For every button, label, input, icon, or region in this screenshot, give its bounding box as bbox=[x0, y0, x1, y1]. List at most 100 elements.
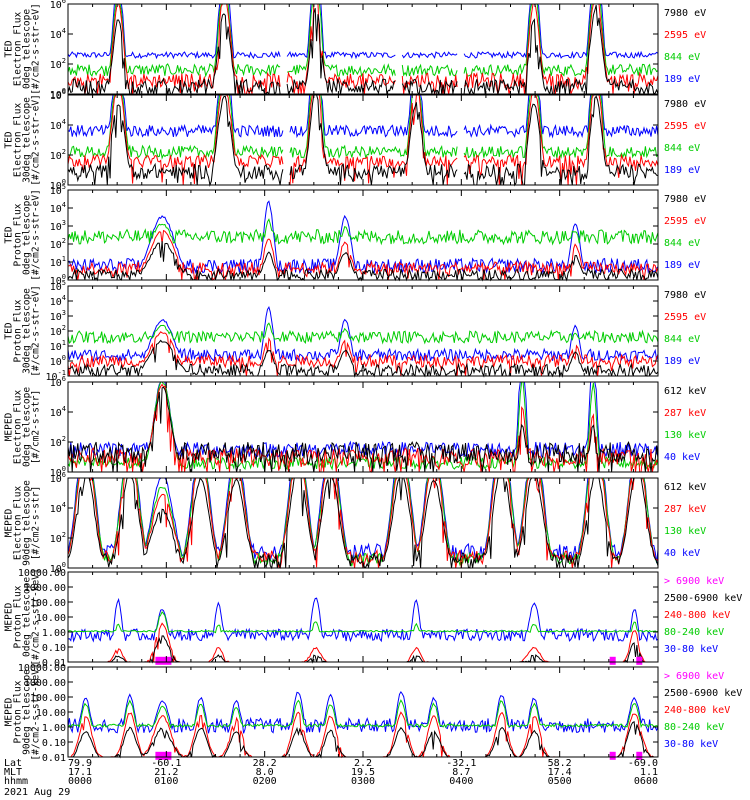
legend-entry: 7980 eV bbox=[664, 194, 706, 205]
series-7980-ev-line bbox=[401, 78, 458, 96]
legend-entry: 130 keV bbox=[664, 430, 706, 441]
x-tick-label: 58.2 bbox=[548, 758, 572, 769]
x-tick-label: 8.0 bbox=[256, 767, 274, 778]
y-tick-label: 106 bbox=[50, 471, 66, 485]
series-189-ev-line bbox=[401, 51, 458, 59]
x-row-label: MLT bbox=[4, 767, 22, 778]
series-gt-6900-kev-mark bbox=[636, 656, 643, 665]
y-tick-label: 1.00 bbox=[42, 723, 66, 734]
legend-entry: 240-800 keV bbox=[664, 610, 730, 621]
series-189-ev-line bbox=[289, 94, 458, 139]
series-gt-6900-kev-mark bbox=[609, 751, 616, 760]
y-tick-label: 102 bbox=[50, 324, 66, 338]
date-label: 2021 Aug 29 bbox=[4, 787, 70, 798]
y-tick-label: 100.00 bbox=[30, 598, 66, 609]
y-tick-label: 10000.00 bbox=[18, 663, 66, 674]
y-tick-label: 102 bbox=[50, 237, 66, 251]
y-axis-label: MEPEDProton Flux0deg telescope[#/cm2-s-s… bbox=[4, 568, 42, 665]
x-tick-label: -69.0 bbox=[628, 758, 658, 769]
legend-entry: 612 keV bbox=[664, 482, 706, 493]
y-axis-label: MEPEDProton Flux90deg telescope[#/cm2-s-… bbox=[4, 663, 42, 760]
series-7980-ev-line bbox=[463, 4, 659, 96]
y-axis-label: MEPEDElectron Flux0deg telescope[#/cm2-s… bbox=[4, 387, 42, 467]
y-tick-label: 106 bbox=[50, 88, 66, 102]
y-tick-label: 104 bbox=[50, 405, 66, 419]
legend-entry: 2595 eV bbox=[664, 121, 706, 132]
y-tick-label: 0.10 bbox=[42, 643, 66, 654]
series-gt-6900-kev-mark bbox=[609, 656, 616, 665]
y-tick-label: 104 bbox=[50, 201, 66, 215]
x-tick-label: 8.7 bbox=[452, 767, 470, 778]
y-tick-label: 104 bbox=[50, 118, 66, 132]
y-tick-label: 0.10 bbox=[42, 738, 66, 749]
y-tick-label: 10.00 bbox=[36, 613, 66, 624]
series-80-240-kev-line bbox=[67, 699, 659, 729]
y-tick-label: 103 bbox=[50, 219, 66, 233]
x-tick-label: -32.1 bbox=[446, 758, 476, 769]
series-844-ev-line bbox=[67, 322, 659, 345]
y-tick-label: 1000.00 bbox=[24, 583, 66, 594]
legend-entry: 7980 eV bbox=[664, 99, 706, 110]
legend-entry: 2595 eV bbox=[664, 312, 706, 323]
series-2595-ev-line bbox=[464, 3, 659, 95]
y-axis-label: TEDProton Flux30deg telescope[#/cm2-s-st… bbox=[4, 285, 42, 377]
series-gt-6900-kev-mark bbox=[636, 751, 643, 760]
x-axis-labels: LatMLThhmm79.917.10000-60.121.2010028.28… bbox=[4, 758, 658, 798]
series-2595-ev-line bbox=[67, 94, 284, 186]
series-189-ev-line bbox=[286, 3, 396, 60]
x-tick-label: 0300 bbox=[351, 776, 375, 787]
series-7980-ev-line bbox=[67, 95, 284, 187]
x-tick-label: -60.1 bbox=[151, 758, 181, 769]
legend-entry: 844 eV bbox=[664, 143, 700, 154]
x-tick-label: 17.1 bbox=[68, 767, 92, 778]
legend-entry: 7980 eV bbox=[664, 290, 706, 301]
legend-entry: 240-800 keV bbox=[664, 705, 730, 716]
y-axis-label: MEPEDElectron Flux90deg telescope[#/cm2-… bbox=[4, 480, 42, 566]
series-2595-ev-line bbox=[463, 94, 659, 186]
series-gt-6900-kev-mark bbox=[155, 751, 172, 760]
y-tick-label: 102 bbox=[50, 148, 66, 162]
y-tick-label: 0.01 bbox=[42, 658, 66, 669]
x-tick-label: 19.5 bbox=[351, 767, 375, 778]
legend-entry: 844 eV bbox=[664, 52, 700, 63]
legend-entry: 189 eV bbox=[664, 74, 700, 85]
y-tick-label: 102 bbox=[50, 531, 66, 545]
legend-entry: 189 eV bbox=[664, 260, 700, 271]
y-tick-label: 104 bbox=[50, 27, 66, 41]
y-tick-label: 106 bbox=[50, 375, 66, 389]
series-2595-ev-line bbox=[67, 3, 281, 95]
x-tick-label: 0400 bbox=[449, 776, 473, 787]
series-844-ev-line bbox=[287, 3, 396, 78]
x-tick-label: 0600 bbox=[634, 776, 658, 787]
y-tick-label: 103 bbox=[50, 309, 66, 323]
series-844-ev-line bbox=[401, 63, 458, 77]
legend-entry: 80-240 keV bbox=[664, 627, 724, 638]
series-30-80-kev-line bbox=[67, 690, 659, 734]
series-gt-6900-kev-mark bbox=[155, 656, 172, 665]
legend-entry: 844 eV bbox=[664, 238, 700, 249]
series-80-240-kev-line bbox=[67, 610, 659, 634]
x-row-label: hhmm bbox=[4, 776, 28, 787]
y-tick-label: 100 bbox=[50, 354, 66, 368]
panel-frame bbox=[67, 571, 659, 663]
series-7980-ev-line bbox=[286, 8, 396, 95]
y-tick-label: 101 bbox=[50, 339, 66, 353]
series-612-kev-line bbox=[67, 476, 659, 570]
y-axis-label: TEDElectron Flux0deg telescope[#/cm2-s-s… bbox=[4, 3, 42, 95]
y-tick-label: 1.00 bbox=[42, 628, 66, 639]
legend-entry: 30-80 keV bbox=[664, 644, 718, 655]
series-7980-ev-line bbox=[289, 94, 458, 186]
x-tick-label: 1.1 bbox=[640, 767, 658, 778]
legend-entry: 80-240 keV bbox=[664, 722, 724, 733]
y-tick-label: 104 bbox=[50, 294, 66, 308]
legend-entry: 189 eV bbox=[664, 356, 700, 367]
y-axis-label: TEDElectron Flux30deg telescope[#/cm2-s-… bbox=[4, 94, 42, 186]
x-row-label: Lat bbox=[4, 758, 22, 769]
panel-7: 10000.00 1000.00 100.00 10.00 1.00 0.10 0.01ME… bbox=[4, 568, 743, 669]
legend-entry: 287 keV bbox=[664, 408, 706, 419]
legend-entry: 40 keV bbox=[664, 548, 700, 559]
